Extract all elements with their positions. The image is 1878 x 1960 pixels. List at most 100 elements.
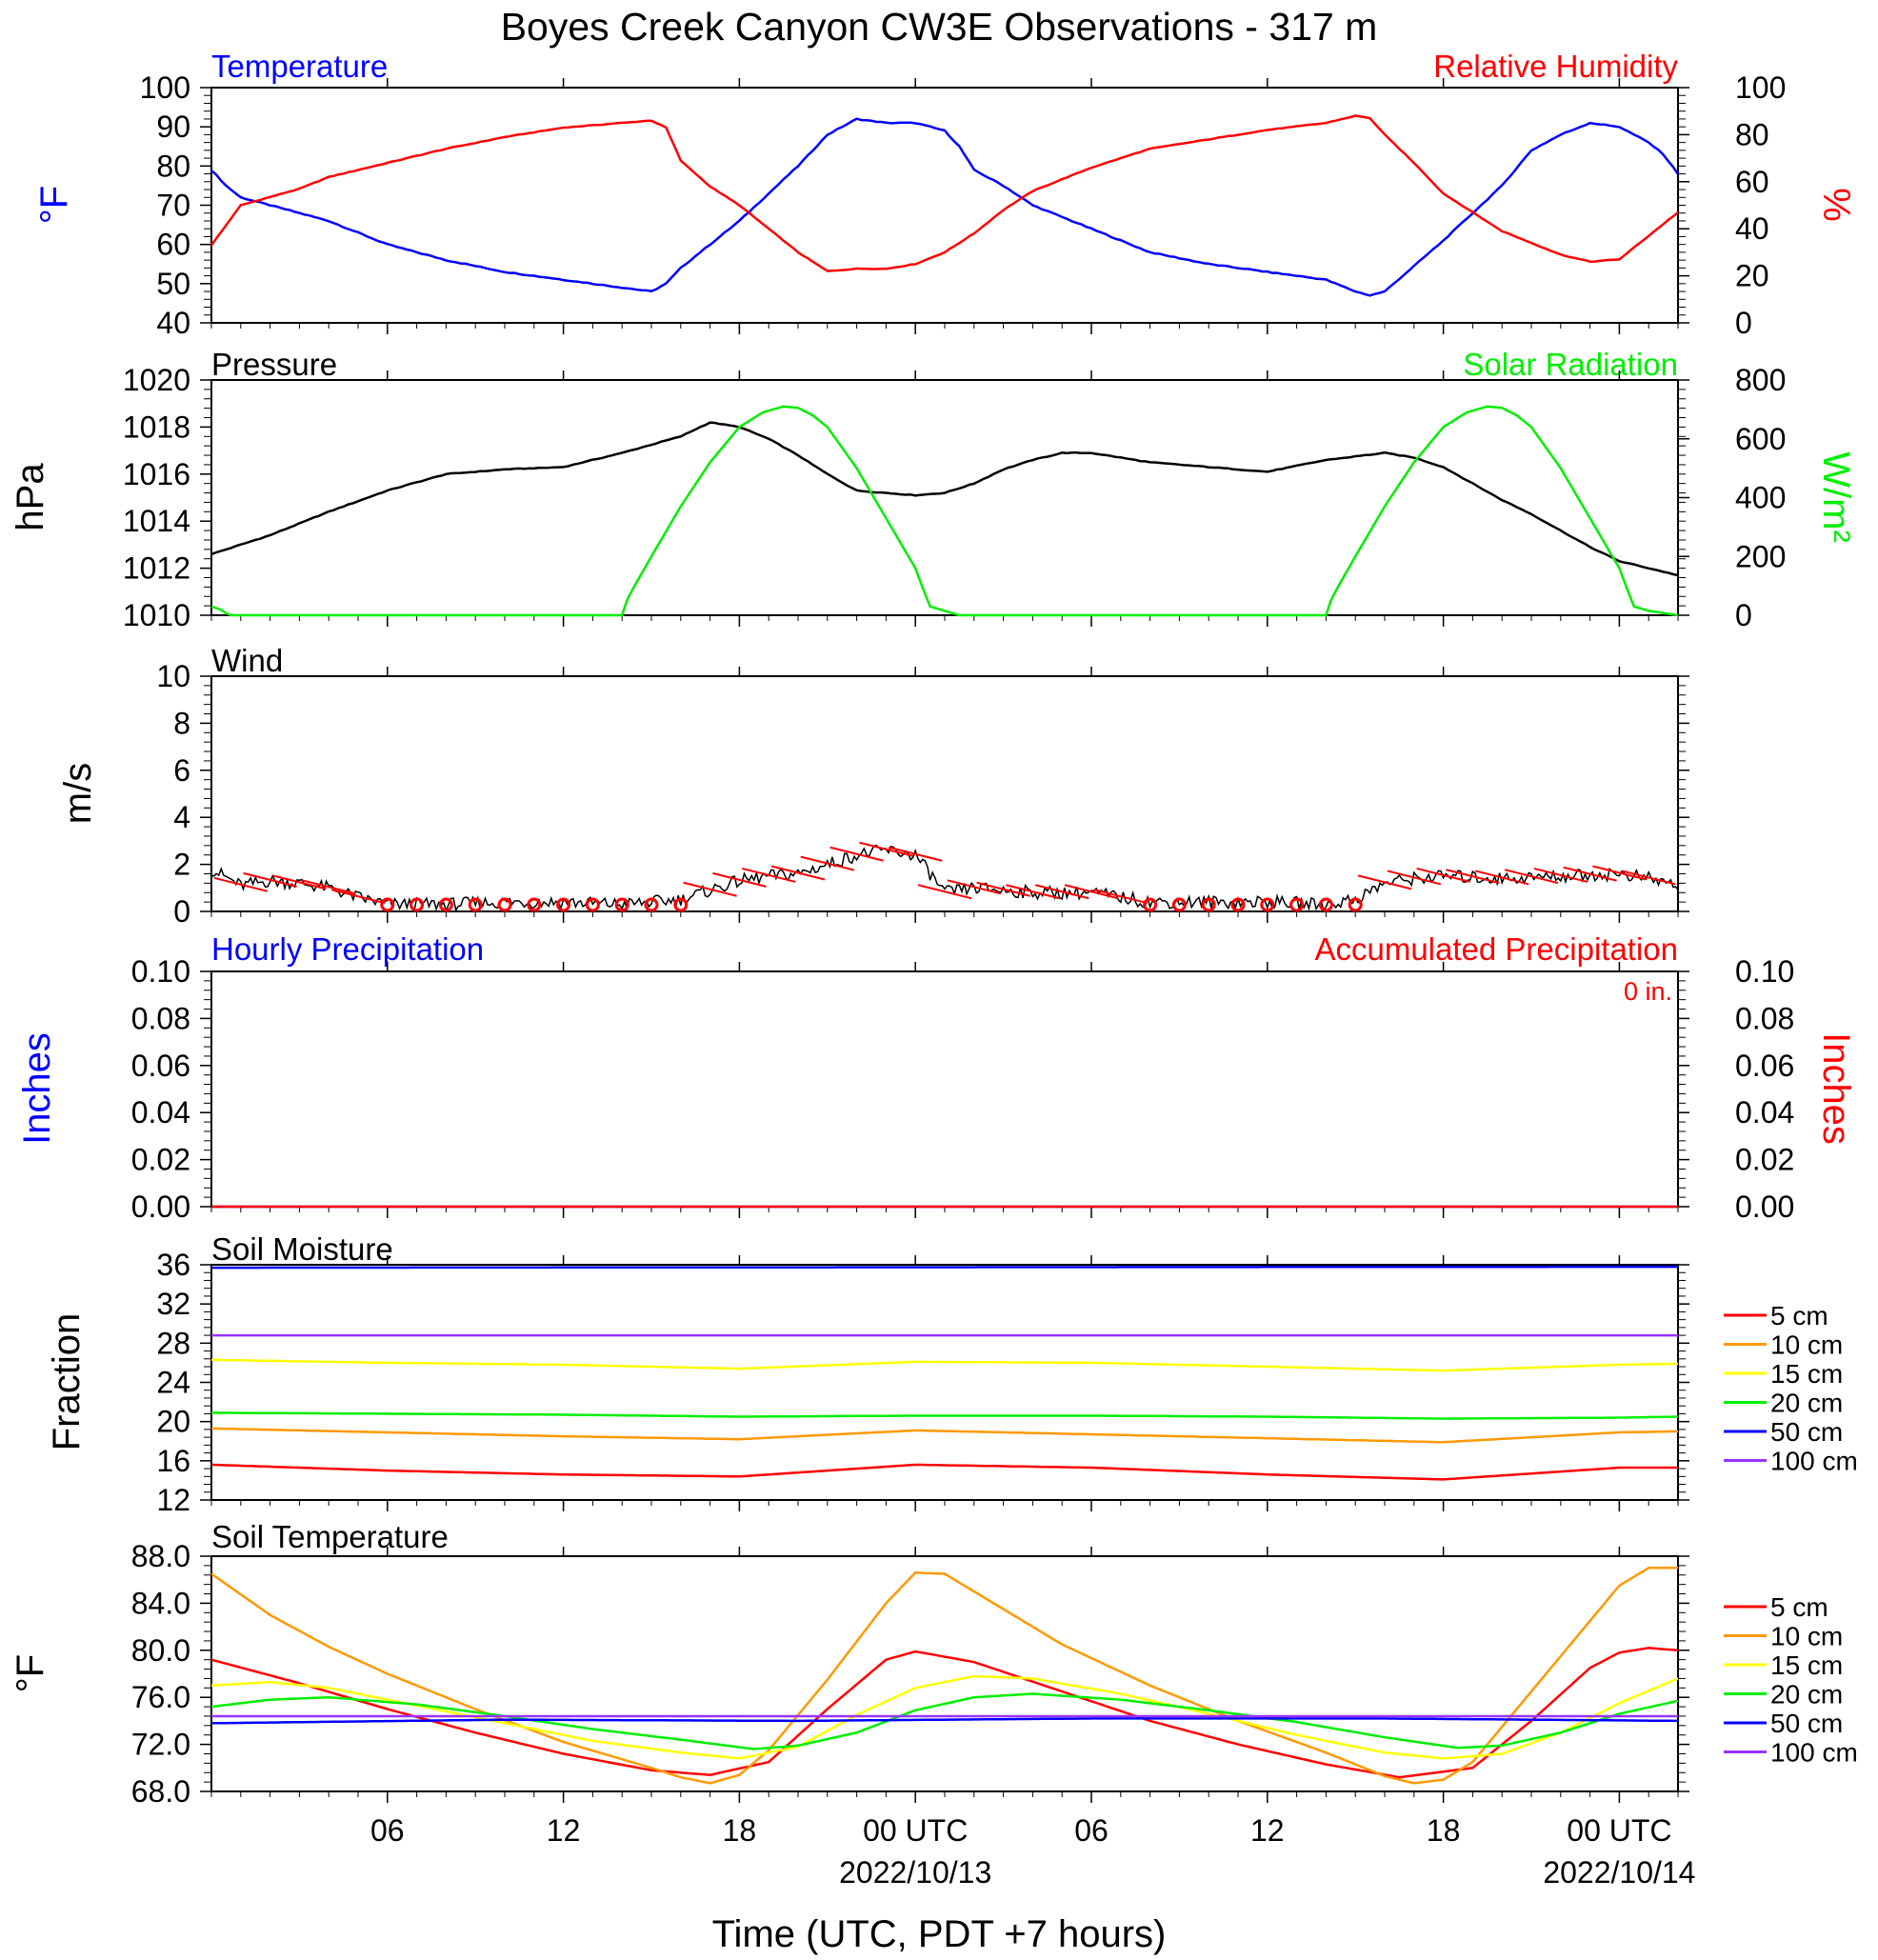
wind-title: Wind (211, 643, 283, 678)
calm-wind-marker (1289, 897, 1305, 912)
y2-tick-label: 600 (1735, 422, 1786, 456)
legend-label: 10 cm (1770, 1330, 1843, 1360)
y-tick-label: 70 (156, 189, 190, 223)
hourly-precip-unit: Inches (16, 1032, 58, 1145)
x-tick-label: 00 UTC (863, 1813, 968, 1848)
accum-precip-value: 0 in. (1624, 977, 1672, 1006)
soil-temperature-panel: Soil Temperature °F 88.0 84.0 80.0 76.0 72.0… (10, 1519, 1858, 1809)
legend-label: 50 cm (1770, 1417, 1843, 1447)
20-cm-line (211, 1411, 1679, 1420)
wind-barb (1621, 870, 1676, 886)
wind-barb (800, 855, 855, 871)
main-title: Boyes Creek Canyon CW3E Observations - 3… (501, 5, 1378, 49)
legend-label: 100 cm (1770, 1447, 1858, 1476)
wind-barb (976, 881, 1030, 897)
y-tick-label: 20 (156, 1405, 190, 1439)
temp-humidity-frame (210, 87, 1679, 324)
y-tick-label: 80 (156, 149, 190, 183)
soil-moisture-panel: Soil Moisture Fraction 36 32 28 24 20 16 12 5 c… (46, 1231, 1858, 1517)
y-tick-label: 40 (156, 306, 190, 340)
y2-tick-label: 800 (1735, 363, 1786, 397)
humidity-title: Relative Humidity (1433, 49, 1678, 84)
y2-tick-label: 200 (1735, 539, 1786, 573)
y2-tick-label: 100 (1735, 70, 1786, 105)
calm-wind-marker (527, 897, 542, 912)
wind-barb (243, 871, 297, 888)
calm-wind-marker (1143, 897, 1158, 912)
calm-wind-marker (644, 897, 659, 912)
y-tick-label: 16 (156, 1444, 190, 1478)
y-tick-label: 60 (156, 228, 190, 262)
y-tick-label: 1016 (123, 457, 190, 491)
wind-barb (1064, 884, 1119, 900)
y-tick-label: 100 (140, 70, 190, 105)
wind-line (210, 844, 1679, 913)
pressure-title: Pressure (211, 347, 337, 382)
y2-tick-label: 0.06 (1735, 1049, 1794, 1083)
y-tick-label: 90 (156, 110, 190, 144)
y2-tick-label: 0.02 (1735, 1143, 1794, 1177)
legend-label: 5 cm (1770, 1592, 1828, 1622)
y-tick-label: 6 (173, 753, 190, 788)
15-cm-line (210, 1674, 1679, 1760)
x-axis: 06 12 18 00 UTC 2022/10/13 06 12 18 00 UTC 2022/1… (370, 1813, 1695, 1890)
50-cm-line (211, 1265, 1678, 1270)
x-tick-label: 06 (1074, 1813, 1109, 1848)
wind-barb (829, 846, 884, 862)
calm-wind-marker (673, 897, 689, 912)
wind-barb (683, 881, 737, 897)
y-tick-label: 32 (156, 1287, 190, 1321)
calm-wind-marker (438, 897, 453, 912)
legend-label: 50 cm (1770, 1709, 1843, 1738)
calm-wind-marker (585, 897, 600, 912)
relative-humidity-line (210, 114, 1679, 272)
y2-tick-label: 0.10 (1735, 954, 1794, 989)
wind-barb (272, 874, 327, 890)
wind-barb (917, 884, 972, 900)
wind-barb (1034, 884, 1089, 900)
y-tick-label: 0 (173, 894, 190, 929)
calm-wind-marker (1171, 897, 1187, 912)
10-cm-line (210, 1427, 1678, 1444)
wind-barb (1474, 870, 1529, 886)
calm-wind-marker (497, 897, 512, 912)
accum-precip-unit: Inches (1815, 1032, 1857, 1145)
y2-tick-label: 0.04 (1735, 1095, 1794, 1130)
y-tick-label: 0.06 (131, 1049, 190, 1083)
y2-tick-label: 400 (1735, 481, 1786, 515)
x-tick-label: 12 (547, 1813, 581, 1848)
y-tick-label: 12 (156, 1483, 190, 1517)
accum-precip-title: Accumulated Precipitation (1314, 931, 1678, 967)
y-tick-label: 72.0 (131, 1728, 190, 1762)
precipitation-panel: Hourly Precipitation Accumulated Precipi… (16, 931, 1857, 1224)
y-tick-label: 1018 (123, 410, 190, 444)
y-tick-label: 88.0 (131, 1539, 190, 1573)
y-tick-label: 4 (173, 800, 190, 834)
calm-wind-marker (556, 897, 571, 912)
legend-label: 10 cm (1770, 1622, 1843, 1651)
wind-frame (210, 675, 1679, 912)
5-cm-line (210, 1463, 1678, 1481)
calm-wind-marker (410, 897, 425, 912)
wind-barb (1416, 867, 1470, 883)
calm-wind-marker (468, 897, 483, 912)
legend-label: 20 cm (1770, 1680, 1843, 1710)
solar-title: Solar Radiation (1463, 347, 1678, 382)
x-tick-label: 06 (370, 1813, 405, 1848)
y-tick-label: 0.04 (131, 1095, 190, 1130)
y-tick-label: 1012 (123, 551, 190, 586)
y-tick-label: 0.02 (131, 1143, 190, 1177)
calm-wind-marker (614, 897, 629, 912)
5-cm-line (210, 1647, 1679, 1779)
humidity-unit: % (1815, 188, 1857, 222)
solar-radiation-line (210, 405, 1679, 617)
wind-barb (1387, 870, 1442, 886)
50-cm-line (210, 1717, 1678, 1725)
x-tick-label: 18 (1427, 1813, 1461, 1848)
y2-tick-label: 0.08 (1735, 1001, 1794, 1035)
precipitation-frame (210, 970, 1679, 1208)
15-cm-line (210, 1358, 1679, 1372)
legend-label: 5 cm (1770, 1301, 1828, 1330)
y-tick-label: 2 (173, 848, 190, 882)
